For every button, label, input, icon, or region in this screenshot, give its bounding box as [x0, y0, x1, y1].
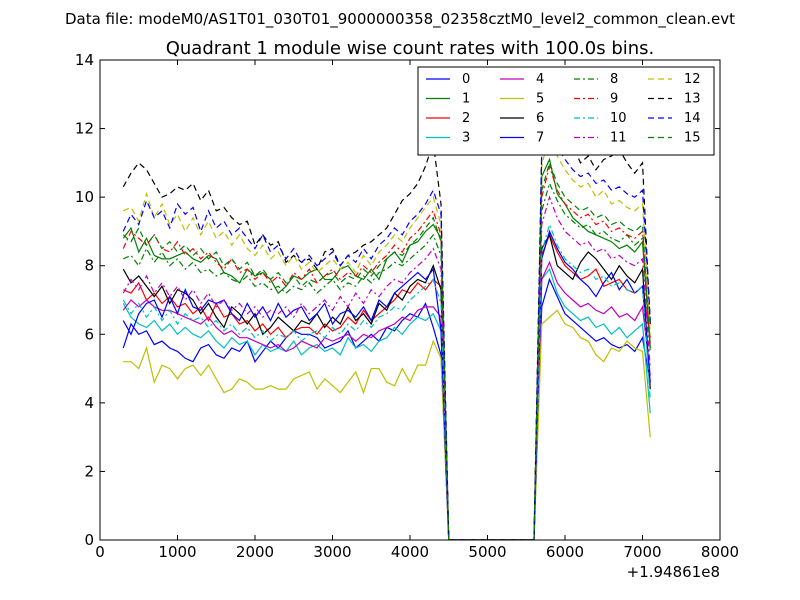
chart-title: Quadrant 1 module wise count rates with … [166, 38, 655, 59]
series-line-14 [122, 126, 651, 540]
series-line-8 [123, 181, 651, 540]
legend-label-9: 9 [610, 92, 618, 107]
x-axis: 0 1000 2000 3000 4000 5000 6000 7000 8000 [95, 60, 739, 561]
legend-label-7: 7 [536, 131, 544, 146]
y-tick-label: 10 [75, 188, 94, 206]
y-tick-label: 12 [75, 120, 94, 138]
series-line-4 [122, 260, 651, 540]
series-line-15 [122, 160, 651, 540]
legend-label-15: 15 [684, 131, 701, 146]
y-tick-label: 4 [84, 394, 94, 412]
series-line-5 [123, 309, 651, 540]
series-line-3 [122, 267, 651, 540]
legend-label-14: 14 [684, 111, 701, 126]
legend-label-5: 5 [536, 92, 544, 107]
series-line-12 [123, 129, 651, 540]
series-line-6 [122, 233, 651, 540]
x-tick-label: 8000 [701, 543, 739, 561]
legend-label-3: 3 [462, 131, 470, 146]
legend-label-4: 4 [536, 72, 544, 87]
series-line-13 [122, 100, 651, 540]
x-offset-label: +1.94861e8 [627, 563, 720, 581]
legend-box [417, 66, 715, 156]
legend-label-6: 6 [536, 111, 544, 126]
y-tick-label: 2 [84, 462, 94, 480]
x-tick-label: 7000 [623, 543, 661, 561]
series-line-10 [122, 222, 651, 540]
y-tick-label: 0 [84, 531, 94, 549]
legend-label-2: 2 [462, 111, 470, 126]
legend-label-8: 8 [610, 72, 618, 87]
y-tick-label: 6 [84, 325, 94, 343]
legend-label-1: 1 [462, 92, 470, 107]
x-tick-label: 4000 [391, 543, 429, 561]
legend-label-0: 0 [462, 72, 470, 87]
x-tick-label: 3000 [313, 543, 351, 561]
series-line-9 [122, 164, 651, 540]
legend-label-13: 13 [684, 92, 701, 107]
series-layer [122, 100, 651, 540]
x-tick-label: 6000 [546, 543, 584, 561]
series-line-11 [122, 195, 651, 540]
y-tick-label: 8 [84, 257, 94, 275]
legend-label-10: 10 [610, 111, 627, 126]
x-tick-label: 5000 [468, 543, 506, 561]
legend-label-11: 11 [610, 131, 627, 146]
data-file-title: Data file: modeM0/AS1T01_030T01_90000003… [65, 10, 735, 29]
x-tick-label: 0 [95, 543, 105, 561]
x-tick-label: 2000 [236, 543, 274, 561]
legend-label-12: 12 [684, 72, 701, 87]
series-line-7 [122, 229, 651, 540]
series-line-2 [123, 233, 651, 540]
y-tick-label: 14 [75, 51, 94, 69]
series-line-1 [122, 157, 651, 540]
x-tick-label: 1000 [158, 543, 196, 561]
